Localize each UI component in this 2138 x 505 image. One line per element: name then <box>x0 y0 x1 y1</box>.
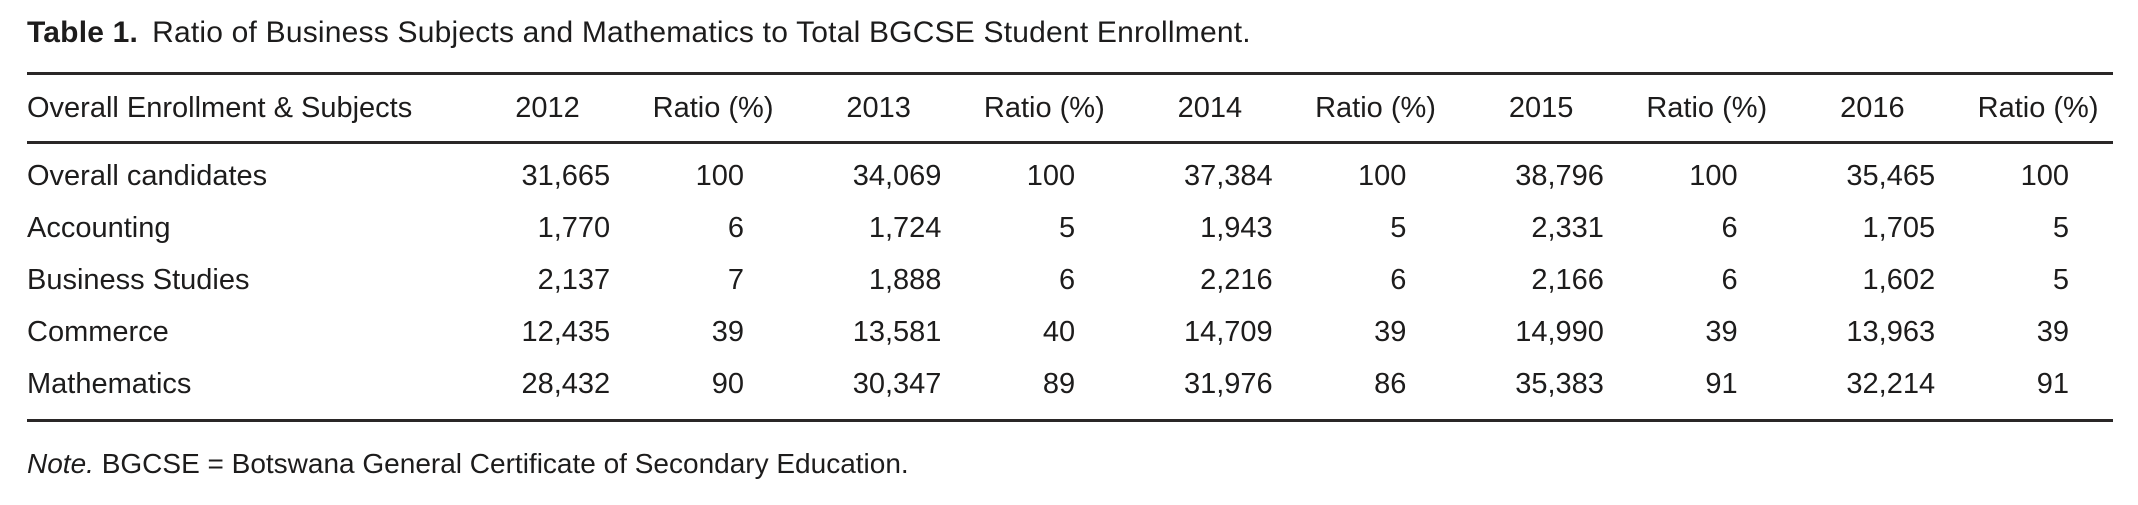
cell-value: 100 <box>695 160 744 192</box>
table-row-overall-candidates: Overall candidates 31,665 100 34,069 100… <box>27 143 2113 204</box>
cell-value: 35,383 <box>1515 368 1604 400</box>
table-note-label: Note. <box>27 448 94 479</box>
cell-value: 12,435 <box>521 316 611 348</box>
cell-value: 5 <box>2052 264 2069 296</box>
table-note: Note. BGCSE = Botswana General Certifica… <box>27 448 2113 480</box>
column-header-ratio-2013: Ratio (%) <box>983 92 1105 124</box>
cell-value: 100 <box>1689 160 1738 192</box>
row-label: Commerce <box>27 316 169 348</box>
column-header-2012: 2012 <box>515 92 580 124</box>
cell-value: 39 <box>1705 316 1738 348</box>
cell-value: 91 <box>2036 368 2069 400</box>
cell-value: 1,602 <box>1862 264 1936 296</box>
column-header-subjects: Overall Enrollment & Subjects <box>27 92 413 124</box>
cell-value: 5 <box>1390 212 1407 244</box>
cell-value: 2,216 <box>1200 264 1273 296</box>
column-header-2016: 2016 <box>1840 92 1905 124</box>
table-row-mathematics: Mathematics 28,432 90 30,347 89 31,976 8… <box>27 359 2113 421</box>
row-label: Mathematics <box>27 368 192 400</box>
table-caption-text: Ratio of Business Subjects and Mathemati… <box>152 16 1251 49</box>
cell-value: 91 <box>1705 368 1738 400</box>
cell-value: 30,347 <box>852 368 942 400</box>
cell-value: 32,214 <box>1846 368 1936 400</box>
cell-value: 6 <box>1721 212 1738 244</box>
column-header-2014: 2014 <box>1177 92 1243 124</box>
table-row-accounting: Accounting 1,770 6 1,724 5 1,943 5 2,331… <box>27 203 2113 255</box>
cell-value: 7 <box>727 264 744 296</box>
table-row-business-studies: Business Studies 2,137 7 1,888 6 2,216 6… <box>27 255 2113 307</box>
column-header-ratio-2014: Ratio (%) <box>1315 92 1436 124</box>
cell-value: 2,137 <box>537 264 611 296</box>
cell-value: 39 <box>1374 316 1407 348</box>
table-row-commerce: Commerce 12,435 39 13,581 40 14,709 39 1… <box>27 307 2113 359</box>
cell-value: 14,990 <box>1515 316 1604 348</box>
column-header-ratio-2016: Ratio (%) <box>1977 92 2099 124</box>
table-header-row: Overall Enrollment & Subjects 2012 Ratio… <box>27 73 2113 143</box>
cell-value: 31,976 <box>1183 368 1273 400</box>
cell-value: 13,963 <box>1846 316 1936 348</box>
cell-value: 2,166 <box>1531 264 1604 296</box>
column-header-ratio-2012: Ratio (%) <box>652 92 774 124</box>
row-label: Accounting <box>27 212 171 244</box>
cell-value: 1,888 <box>868 264 942 296</box>
cell-value: 14,709 <box>1183 316 1273 348</box>
cell-value: 100 <box>2020 160 2069 192</box>
enrollment-table: Overall Enrollment & Subjects 2012 Ratio… <box>27 72 2113 422</box>
cell-value: 35,465 <box>1846 160 1936 192</box>
cell-value: 5 <box>1059 212 1076 244</box>
cell-value: 6 <box>727 212 744 244</box>
cell-value: 37,384 <box>1183 160 1273 192</box>
cell-value: 90 <box>711 368 744 400</box>
cell-value: 13,581 <box>852 316 942 348</box>
column-header-2015: 2015 <box>1508 92 1574 124</box>
table-caption-number: Table 1. <box>27 16 139 49</box>
cell-value: 1,770 <box>537 212 611 244</box>
cell-value: 100 <box>1026 160 1076 192</box>
cell-value: 28,432 <box>521 368 611 400</box>
cell-value: 1,724 <box>868 212 942 244</box>
cell-value: 6 <box>1059 264 1076 296</box>
cell-value: 5 <box>2052 212 2069 244</box>
cell-value: 31,665 <box>521 160 611 192</box>
table-note-text: BGCSE = Botswana General Certificate of … <box>101 448 909 479</box>
cell-value: 86 <box>1374 368 1407 400</box>
cell-value: 1,943 <box>1200 212 1273 244</box>
cell-value: 89 <box>1042 368 1076 400</box>
cell-value: 100 <box>1358 160 1407 192</box>
cell-value: 38,796 <box>1515 160 1604 192</box>
column-header-2013: 2013 <box>846 92 911 124</box>
cell-value: 39 <box>2036 316 2069 348</box>
table-caption: Table 1. Ratio of Business Subjects and M… <box>27 16 2113 50</box>
cell-value: 6 <box>1390 264 1407 296</box>
cell-value: 34,069 <box>852 160 942 192</box>
column-header-ratio-2015: Ratio (%) <box>1646 92 1768 124</box>
cell-value: 6 <box>1721 264 1738 296</box>
cell-value: 2,331 <box>1531 212 1604 244</box>
cell-value: 39 <box>711 316 744 348</box>
row-label: Overall candidates <box>27 160 268 192</box>
cell-value: 1,705 <box>1862 212 1936 244</box>
cell-value: 40 <box>1042 316 1076 348</box>
row-label: Business Studies <box>27 264 250 296</box>
